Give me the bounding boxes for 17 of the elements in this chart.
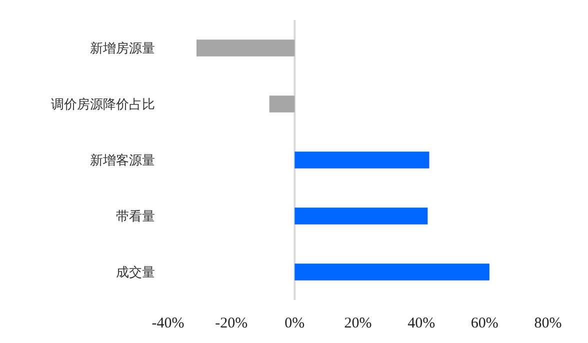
y-tick-label: 成交量 [116, 264, 155, 280]
x-tick-label: -40% [152, 315, 184, 332]
x-tick-label: 40% [408, 315, 436, 332]
bar [294, 264, 490, 280]
bar [294, 152, 430, 168]
x-tick-label: 20% [344, 315, 372, 332]
x-tick-label: -20% [215, 315, 248, 332]
x-tick-label: 80% [534, 315, 562, 332]
y-tick-label: 带看量 [116, 208, 155, 224]
y-tick-label: 新增房源量 [90, 40, 155, 56]
bar [196, 40, 295, 56]
bar [294, 208, 428, 224]
x-tick-label: 60% [470, 315, 498, 332]
y-tick-label: 调价房源降价占比 [51, 96, 155, 112]
y-tick-label: 新增客源量 [90, 152, 155, 168]
x-tick-label: 0% [284, 315, 305, 332]
bar [269, 96, 295, 112]
